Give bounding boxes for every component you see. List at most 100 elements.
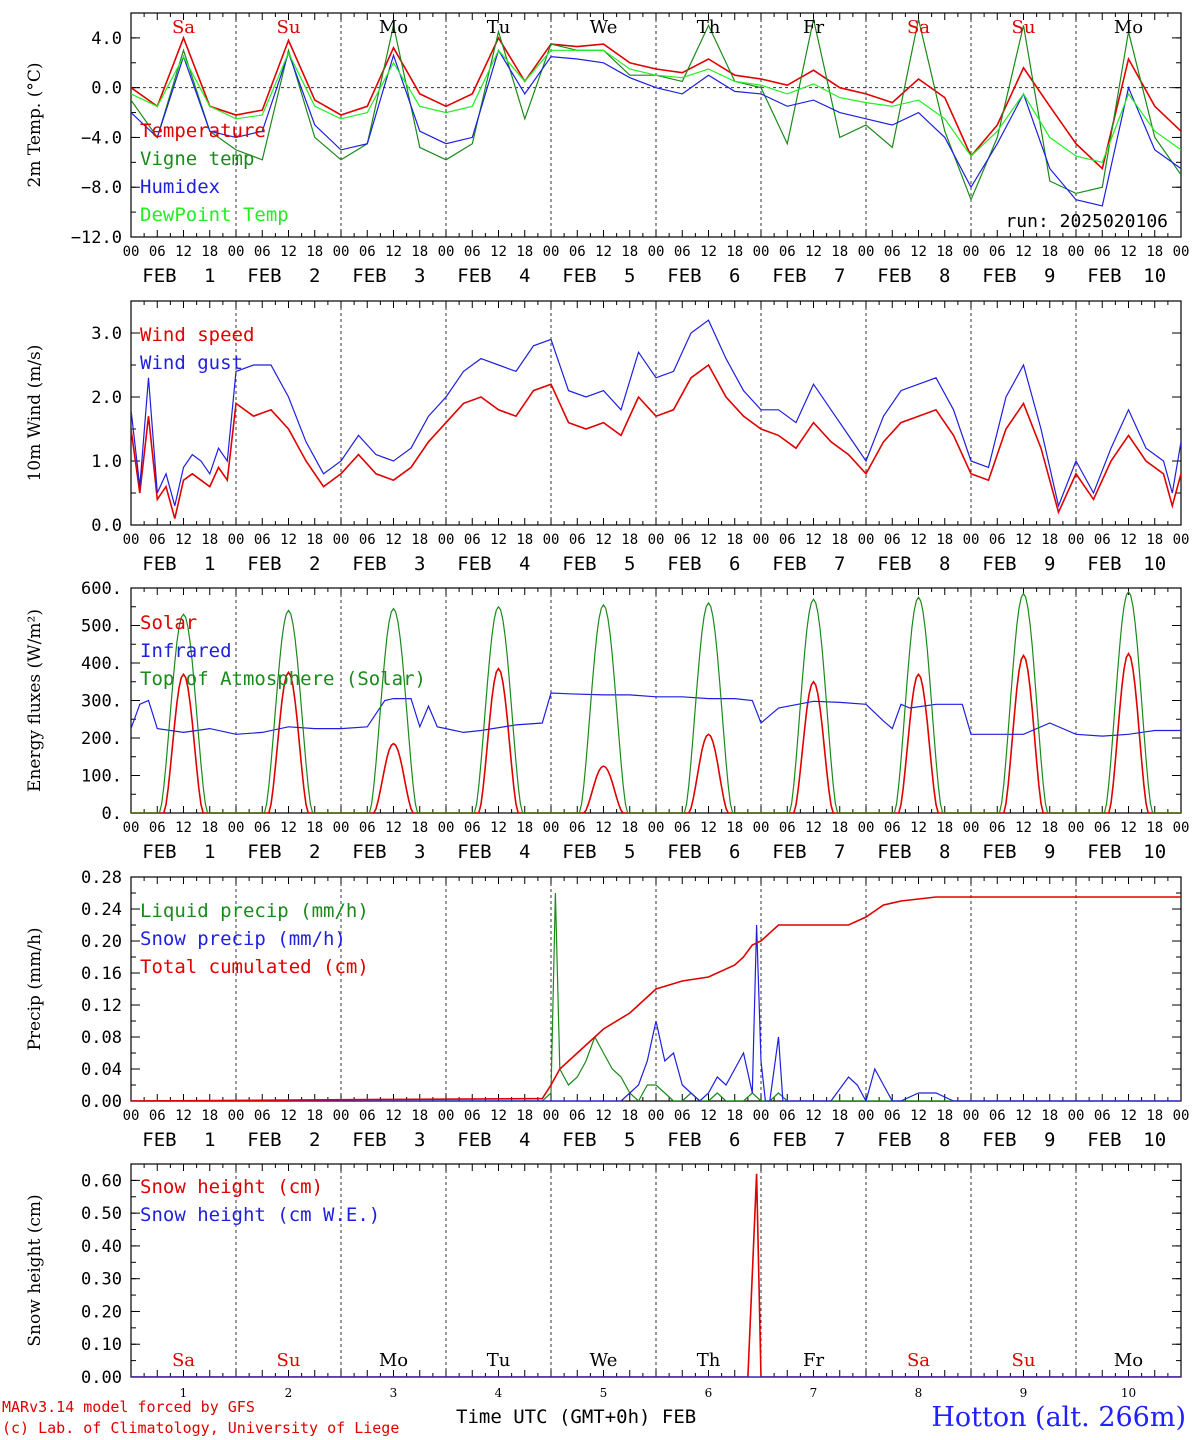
hour-tick-label: 12: [385, 820, 402, 836]
copyright-credit: (c) Lab. of Climatology, University of L…: [2, 1419, 400, 1437]
hour-tick-label: 12: [175, 532, 192, 548]
y-tick-label: 0.10: [81, 1335, 122, 1355]
hour-tick-label: 00: [543, 244, 560, 260]
hour-tick-label: 18: [201, 244, 218, 260]
hour-tick-label: 12: [1120, 532, 1137, 548]
hour-tick-label: 12: [700, 820, 717, 836]
day-number-label: 3: [390, 1386, 398, 1400]
weekday-label: Su: [277, 1350, 301, 1371]
weekday-label: Sa: [907, 17, 930, 38]
hour-tick-label: 12: [700, 532, 717, 548]
hour-tick-label: 06: [674, 244, 691, 260]
hour-tick-label: 00: [1068, 532, 1085, 548]
y-tick-label: 300.: [81, 692, 122, 712]
day-label: 9: [1044, 553, 1055, 575]
panel-4: 0.00 0.04 0.08 0.12 0.16 0.20 0.24 0.28 Precip (…: [25, 868, 1189, 1151]
hour-tick-label: 18: [1041, 244, 1058, 260]
day-label: 7: [834, 1129, 845, 1151]
hour-tick-label: 18: [201, 820, 218, 836]
hour-tick-label: 00: [228, 820, 245, 836]
hour-tick-label: 00: [228, 532, 245, 548]
hour-tick-label: 06: [569, 1108, 586, 1124]
y-tick-label: 0.60: [81, 1171, 122, 1191]
hour-tick-label: 12: [175, 820, 192, 836]
hour-tick-label: 18: [306, 1108, 323, 1124]
hour-tick-label: 12: [595, 532, 612, 548]
month-label: FEB: [142, 1129, 176, 1151]
hour-tick-label: 18: [516, 820, 533, 836]
hour-tick-label: 18: [621, 1108, 638, 1124]
weekday-label: Tu: [487, 17, 511, 38]
y-tick-label: 0.24: [81, 900, 122, 920]
month-label: FEB: [667, 553, 701, 575]
month-label: FEB: [562, 265, 596, 287]
hour-tick-label: 12: [490, 1108, 507, 1124]
panel-3: 0. 100. 200. 300. 400. 500. 600. Energy fluxes …: [25, 579, 1189, 863]
month-label: FEB: [982, 841, 1016, 863]
hour-tick-label: 00: [333, 532, 350, 548]
hour-tick-label: 12: [595, 244, 612, 260]
month-label: FEB: [982, 553, 1016, 575]
hour-tick-label: 00: [1068, 1108, 1085, 1124]
month-label: FEB: [877, 841, 911, 863]
y-tick-label: −4.0: [81, 128, 122, 148]
month-label: FEB: [247, 841, 281, 863]
series-line-infrared: [131, 692, 1181, 737]
legend-entry: Humidex: [140, 176, 220, 198]
y-axis-label: Snow height (cm): [25, 1194, 45, 1346]
legend-entry: Vigne temp: [140, 148, 254, 170]
weekday-label: Su: [1012, 1350, 1036, 1371]
hour-tick-label: 18: [621, 244, 638, 260]
day-label: 9: [1044, 841, 1055, 863]
hour-tick-label: 06: [1094, 244, 1111, 260]
month-label: FEB: [247, 1129, 281, 1151]
hour-tick-label: 18: [936, 244, 953, 260]
legend-entry: Snow height (cm): [140, 1176, 323, 1198]
day-label: 8: [939, 553, 950, 575]
hour-tick-label: 18: [831, 532, 848, 548]
hour-tick-label: 00: [753, 820, 770, 836]
series-line-snow-height-cm-: [131, 1173, 1181, 1377]
hour-tick-label: 18: [726, 820, 743, 836]
day-label: 2: [309, 1129, 320, 1151]
month-label: FEB: [772, 1129, 806, 1151]
y-tick-label: 0.0: [91, 516, 122, 536]
weekday-label: Mo: [1114, 1350, 1143, 1371]
weekday-label: Mo: [1114, 17, 1143, 38]
month-label: FEB: [982, 1129, 1016, 1151]
day-number-label: 8: [915, 1386, 923, 1400]
run-annotation: run: 2025020106: [1005, 211, 1168, 232]
hour-tick-label: 06: [779, 1108, 796, 1124]
hour-tick-label: 06: [464, 532, 481, 548]
series-line-total-cumulated-cm-: [131, 896, 1181, 1101]
month-label: FEB: [772, 841, 806, 863]
hour-tick-label: 18: [306, 820, 323, 836]
day-label: 10: [1143, 553, 1166, 575]
day-label: 1: [204, 553, 215, 575]
series-line-snow-precip-mm-h-: [131, 924, 1181, 1101]
series-line-wind-speed: [131, 363, 1181, 519]
day-label: 8: [939, 1129, 950, 1151]
y-tick-label: 100.: [81, 767, 122, 787]
day-label: 4: [519, 553, 530, 575]
weekday-label: Tu: [487, 1350, 511, 1371]
month-label: FEB: [457, 841, 491, 863]
weekday-label: Mo: [379, 17, 408, 38]
hour-tick-label: 12: [280, 244, 297, 260]
hour-tick-label: 00: [858, 532, 875, 548]
hour-tick-label: 12: [805, 532, 822, 548]
day-label: 3: [414, 841, 425, 863]
hour-tick-label: 12: [805, 244, 822, 260]
y-tick-label: 3.0: [91, 324, 122, 344]
y-tick-label: −8.0: [81, 178, 122, 198]
hour-tick-label: 00: [648, 532, 665, 548]
day-label: 3: [414, 553, 425, 575]
hour-tick-label: 12: [700, 1108, 717, 1124]
weekday-label: Mo: [379, 1350, 408, 1371]
day-label: 2: [309, 265, 320, 287]
hour-tick-label: 06: [359, 244, 376, 260]
series-line-temperature: [131, 35, 1181, 171]
month-label: FEB: [457, 553, 491, 575]
